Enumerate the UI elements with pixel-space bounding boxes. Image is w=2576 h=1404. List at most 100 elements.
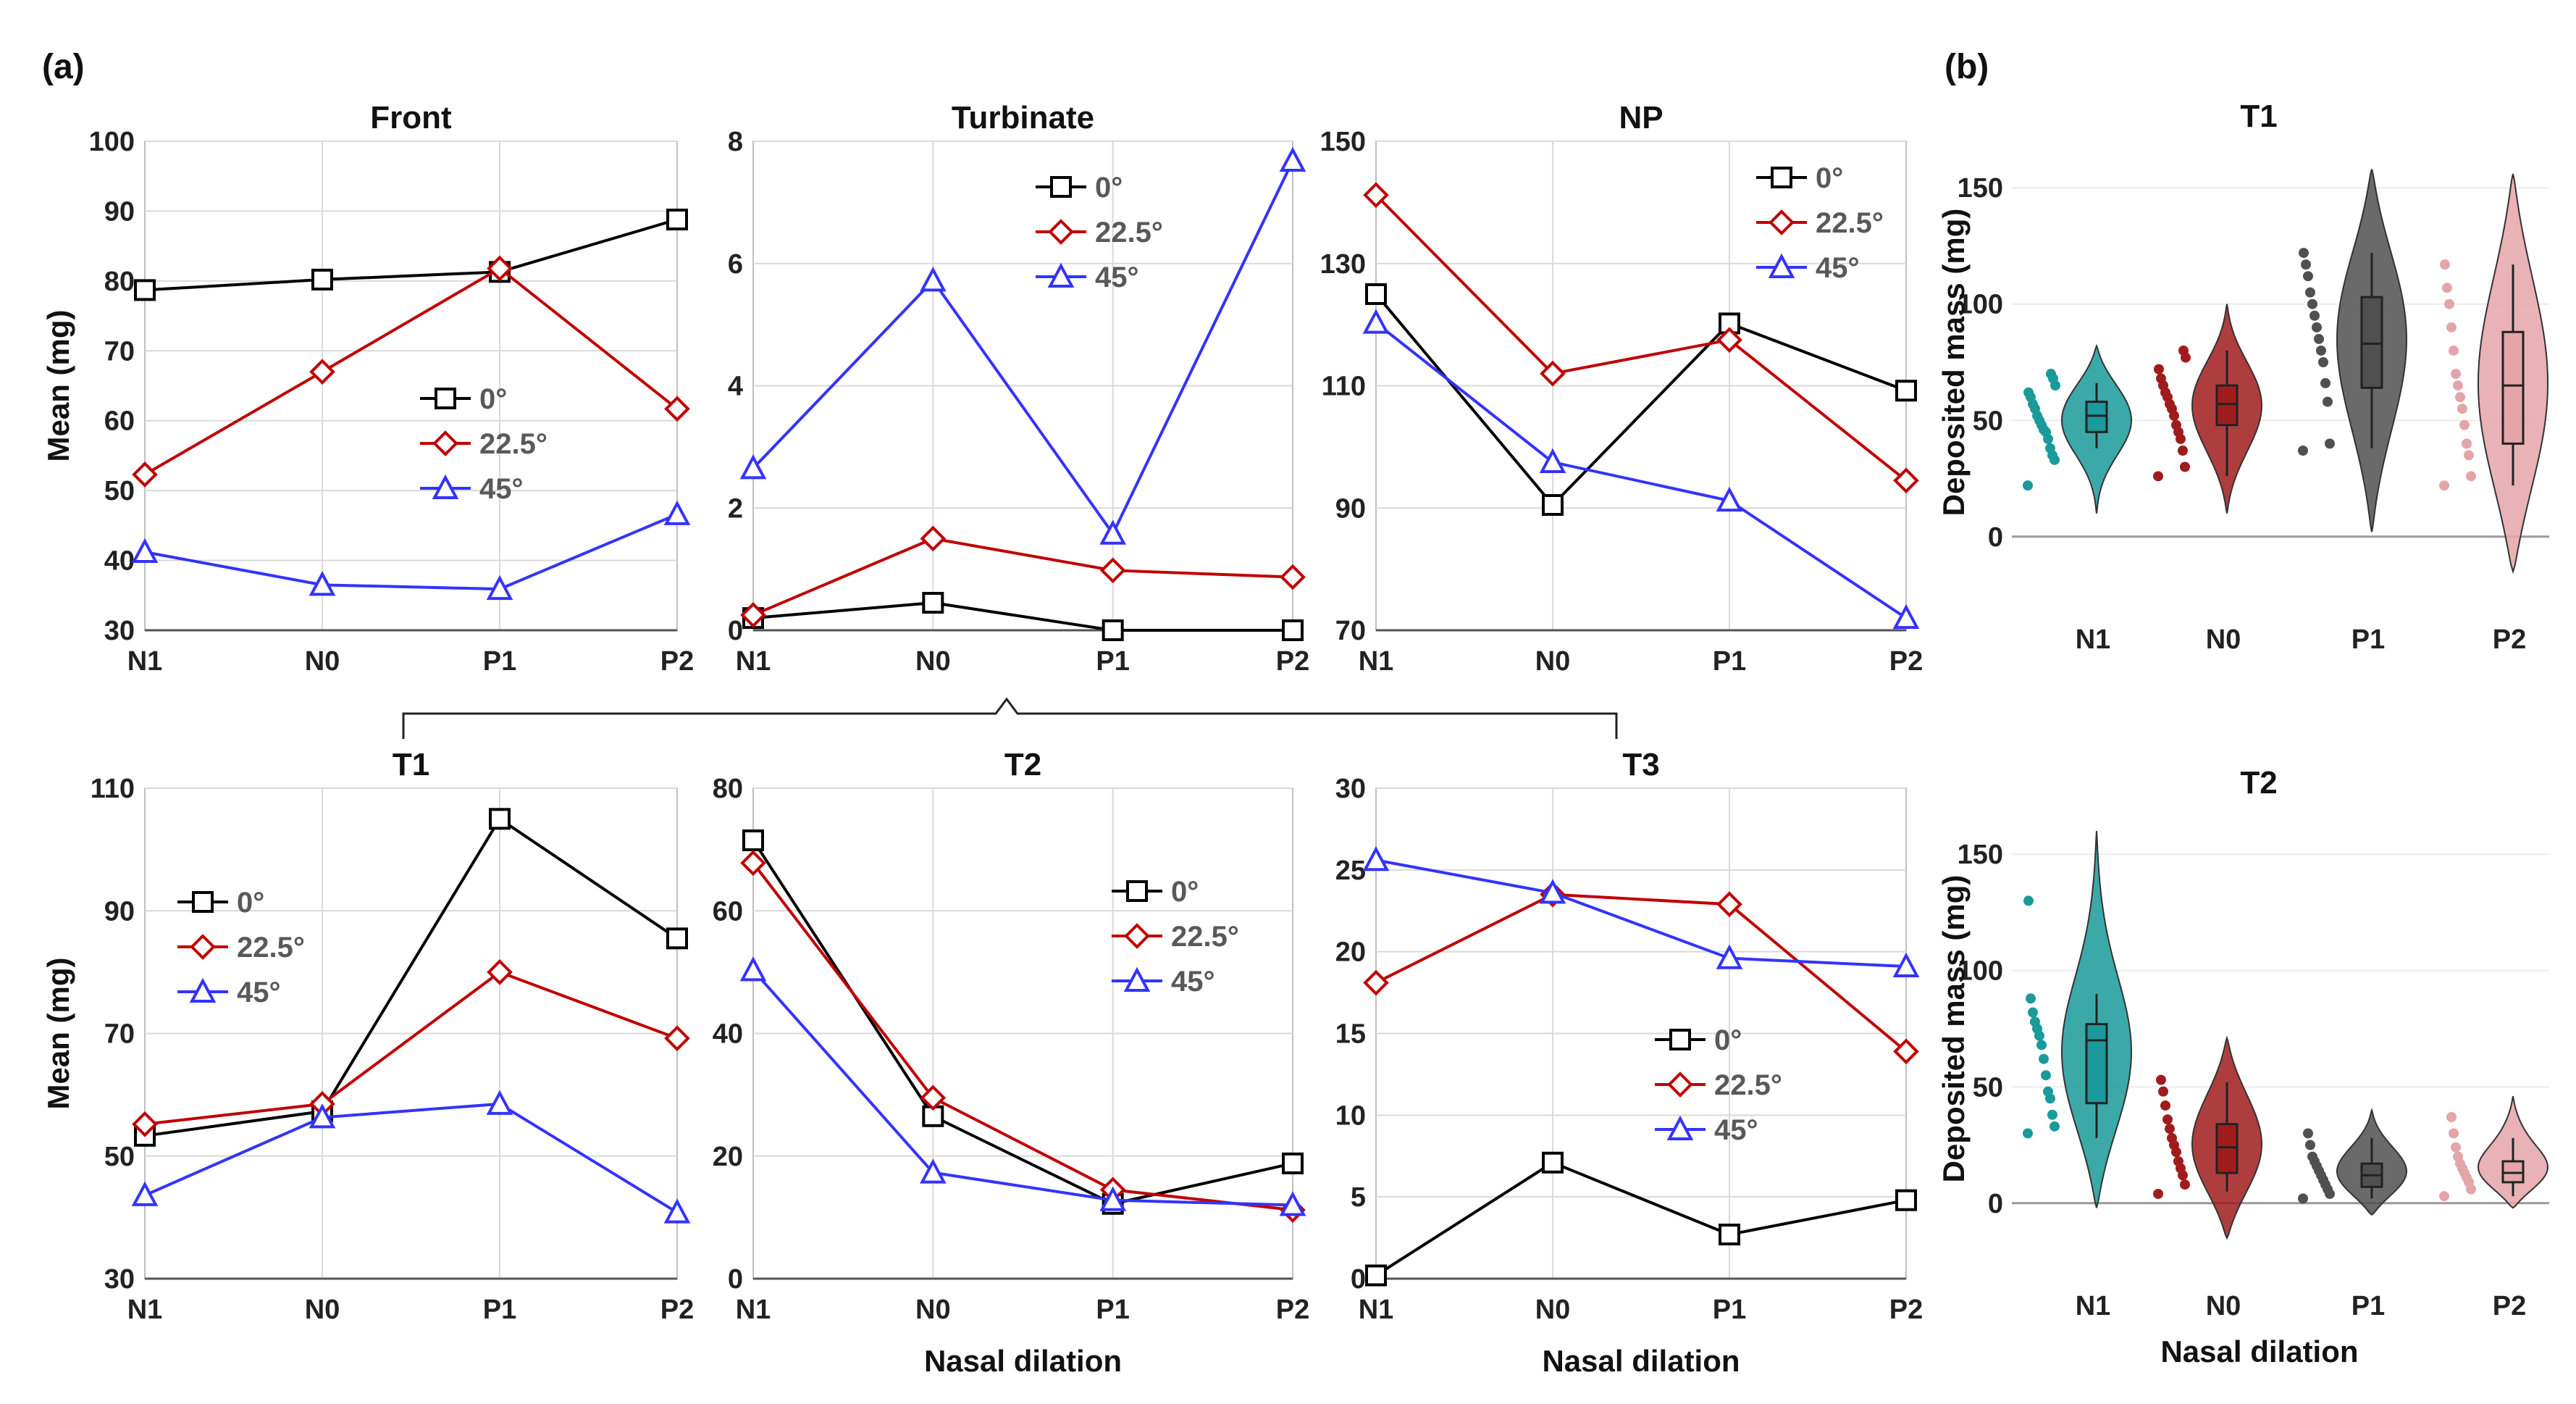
chart-violin_t1: 0 50 100 150 T1 Deposited mass (mg) N1 N0 P1 P2	[1937, 99, 2549, 655]
data-point	[2462, 438, 2472, 449]
series-line-2	[144, 1102, 679, 1214]
x-tick-label: P2	[1276, 646, 1309, 677]
y-tick-label: 60	[104, 406, 135, 437]
y-tick-label: 5	[1351, 1182, 1366, 1213]
x-axis-label: Nasal dilation	[924, 1344, 1122, 1378]
data-point	[2046, 369, 2056, 380]
data-point	[2156, 373, 2166, 384]
legend-label: 45°	[1095, 262, 1139, 293]
legend-label: 45°	[237, 977, 281, 1008]
x-tick-label: P1	[1713, 1295, 1746, 1325]
data-point	[919, 267, 947, 292]
data-point	[2464, 450, 2474, 461]
data-point	[1279, 146, 1306, 172]
data-point	[2301, 259, 2311, 270]
data-point	[663, 1198, 691, 1224]
series-line-1	[144, 970, 678, 1126]
data-point	[2309, 310, 2320, 321]
legend-marker	[1126, 880, 1148, 902]
legend-label: 45°	[1171, 966, 1215, 998]
data-point	[1539, 448, 1566, 473]
data-point	[739, 956, 767, 982]
data-point	[487, 959, 513, 985]
data-point	[1542, 1151, 1564, 1174]
data-point	[2449, 345, 2459, 356]
legend-label: 22.5°	[1714, 1069, 1782, 1101]
legend-marker	[192, 891, 214, 913]
data-point	[1362, 309, 1390, 334]
data-point	[2154, 364, 2164, 375]
x-tick-label: N0	[915, 1295, 951, 1325]
y-tick-label: 30	[104, 1264, 135, 1295]
series-line-2	[752, 969, 1293, 1207]
legend-label: 22.5°	[479, 428, 547, 460]
data-point	[2439, 1191, 2449, 1202]
turbinate-brace	[402, 697, 1618, 739]
data-point	[2439, 480, 2449, 491]
x-tick-label: N1	[127, 646, 163, 677]
data-point	[2444, 298, 2454, 309]
data-point	[2162, 1114, 2173, 1125]
data-point	[2453, 380, 2463, 391]
series-line-1	[1375, 193, 1908, 482]
series-line-0	[1375, 1161, 1907, 1277]
data-point	[1279, 1191, 1306, 1216]
legend-marker	[1669, 1029, 1691, 1050]
data-point	[2307, 1151, 2317, 1162]
data-point	[2023, 480, 2033, 491]
y-tick-label: 40	[713, 1019, 743, 1050]
data-point	[2305, 1140, 2315, 1150]
x-tick-label: P2	[1889, 1295, 1923, 1325]
data-point	[2173, 1156, 2183, 1166]
data-point	[1895, 1189, 1917, 1211]
x-tick-label: N0	[1535, 1295, 1571, 1325]
y-tick-label: 50	[104, 476, 135, 506]
chart-title: Turbinate	[952, 100, 1094, 135]
x-tick-label: N1	[736, 1295, 771, 1325]
legend-label: 0°	[1816, 162, 1843, 194]
data-point	[2023, 387, 2034, 398]
x-tick-label: N1	[127, 1295, 163, 1325]
data-point	[2446, 1112, 2457, 1122]
series-line-1	[752, 537, 1293, 617]
chart-title: Front	[370, 100, 452, 135]
y-tick-label: 50	[1973, 1072, 2003, 1103]
data-point	[1365, 1264, 1387, 1287]
data-point	[2158, 1086, 2168, 1097]
data-point	[1099, 557, 1126, 584]
data-point	[1363, 182, 1389, 209]
data-point	[922, 592, 944, 614]
y-tick-label: 2	[728, 493, 743, 524]
data-point	[2446, 322, 2457, 333]
x-tick-label: P1	[483, 1295, 516, 1325]
x-tick-label: N1	[1359, 1295, 1394, 1325]
data-point	[2028, 1007, 2038, 1018]
chart-title: T3	[1622, 747, 1659, 782]
data-point	[2299, 248, 2309, 259]
y-tick-label: 0	[728, 616, 743, 646]
y-tick-label: 0	[728, 1264, 743, 1295]
data-point	[1282, 619, 1304, 641]
chart-t2: 0 20 40 60 80 N1 N0 P1 P2 T2 Nasal dilation 0° 22.5°…	[713, 747, 1310, 1378]
data-point	[2160, 1100, 2170, 1111]
series-line-0	[144, 816, 679, 1137]
y-tick-label: 80	[713, 774, 743, 804]
chart-t3: 0 5 10 15 20 25 30 N1 N0 P1 P2 T3 Nasal dilation 0° 22…	[1335, 747, 1923, 1378]
data-point	[2314, 333, 2324, 344]
data-point	[309, 359, 335, 385]
chart-title: T2	[1004, 747, 1041, 782]
y-tick-label: 30	[1335, 774, 1366, 804]
data-point	[922, 1105, 944, 1127]
legend-label: 22.5°	[1816, 207, 1884, 239]
data-point	[132, 1111, 158, 1137]
y-tick-label: 8	[728, 127, 743, 157]
y-tick-label: 6	[728, 249, 743, 280]
legend-label: 0°	[479, 383, 507, 415]
y-tick-label: 25	[1335, 856, 1366, 886]
data-point	[1099, 1186, 1127, 1211]
box	[2215, 384, 2239, 427]
data-point	[2165, 1124, 2175, 1135]
y-tick-label: 70	[1335, 616, 1366, 646]
data-point	[2318, 357, 2328, 367]
y-tick-label: 0	[1351, 1264, 1366, 1295]
